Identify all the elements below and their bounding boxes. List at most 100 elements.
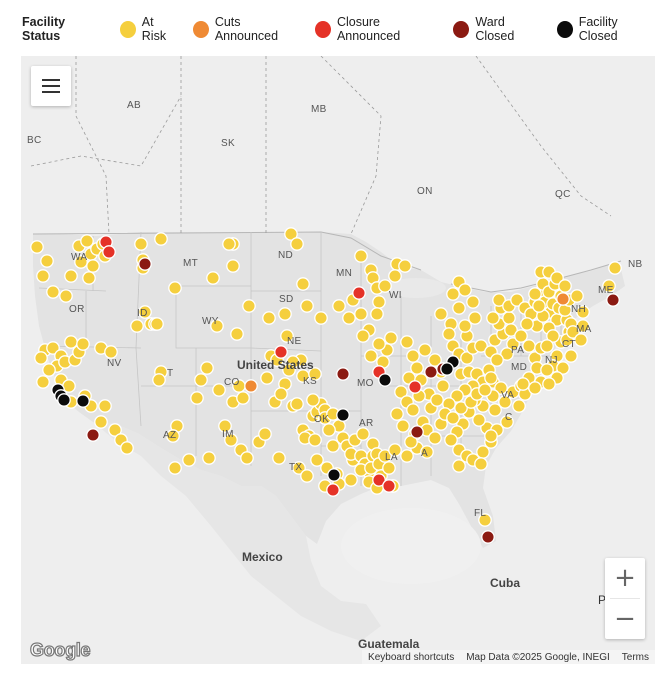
at-risk-marker[interactable] xyxy=(446,287,460,301)
at-risk-marker[interactable] xyxy=(59,289,73,303)
zoom-out-button[interactable]: − xyxy=(614,604,636,634)
at-risk-marker[interactable] xyxy=(64,269,78,283)
at-risk-marker[interactable] xyxy=(290,237,304,251)
at-risk-marker[interactable] xyxy=(444,433,458,447)
at-risk-marker[interactable] xyxy=(400,335,414,349)
at-risk-marker[interactable] xyxy=(226,259,240,273)
at-risk-marker[interactable] xyxy=(354,249,368,263)
closure-announced-marker[interactable] xyxy=(274,345,288,359)
facility-closed-marker[interactable] xyxy=(336,408,350,422)
closure-announced-marker[interactable] xyxy=(326,483,340,497)
facility-closed-marker[interactable] xyxy=(327,468,341,482)
at-risk-marker[interactable] xyxy=(80,234,94,248)
at-risk-marker[interactable] xyxy=(356,427,370,441)
ward-closed-marker[interactable] xyxy=(138,257,152,271)
at-risk-marker[interactable] xyxy=(326,439,340,453)
at-risk-marker[interactable] xyxy=(574,333,588,347)
at-risk-marker[interactable] xyxy=(260,371,274,385)
at-risk-marker[interactable] xyxy=(528,381,542,395)
at-risk-marker[interactable] xyxy=(278,307,292,321)
at-risk-marker[interactable] xyxy=(150,317,164,331)
at-risk-marker[interactable] xyxy=(396,419,410,433)
at-risk-marker[interactable] xyxy=(152,373,166,387)
at-risk-marker[interactable] xyxy=(400,449,414,463)
at-risk-marker[interactable] xyxy=(540,339,554,353)
at-risk-marker[interactable] xyxy=(458,319,472,333)
at-risk-marker[interactable] xyxy=(512,399,526,413)
at-risk-marker[interactable] xyxy=(168,281,182,295)
at-risk-marker[interactable] xyxy=(370,307,384,321)
at-risk-marker[interactable] xyxy=(406,403,420,417)
at-risk-marker[interactable] xyxy=(418,343,432,357)
at-risk-marker[interactable] xyxy=(168,461,182,475)
at-risk-marker[interactable] xyxy=(576,305,590,319)
at-risk-marker[interactable] xyxy=(384,331,398,345)
at-risk-marker[interactable] xyxy=(570,289,584,303)
at-risk-marker[interactable] xyxy=(420,445,434,459)
at-risk-marker[interactable] xyxy=(500,347,514,361)
closure-announced-marker[interactable] xyxy=(102,245,116,259)
at-risk-marker[interactable] xyxy=(82,271,96,285)
at-risk-marker[interactable] xyxy=(484,429,498,443)
at-risk-marker[interactable] xyxy=(300,299,314,313)
at-risk-marker[interactable] xyxy=(478,383,492,397)
at-risk-marker[interactable] xyxy=(450,389,464,403)
closure-announced-marker[interactable] xyxy=(382,479,396,493)
at-risk-marker[interactable] xyxy=(36,375,50,389)
at-risk-marker[interactable] xyxy=(104,345,118,359)
at-risk-marker[interactable] xyxy=(542,377,556,391)
at-risk-marker[interactable] xyxy=(354,307,368,321)
at-risk-marker[interactable] xyxy=(134,237,148,251)
ward-closed-marker[interactable] xyxy=(86,428,100,442)
at-risk-marker[interactable] xyxy=(390,407,404,421)
at-risk-marker[interactable] xyxy=(364,349,378,363)
at-risk-marker[interactable] xyxy=(528,287,542,301)
at-risk-marker[interactable] xyxy=(486,311,500,325)
at-risk-marker[interactable] xyxy=(388,443,402,457)
at-risk-marker[interactable] xyxy=(202,451,216,465)
at-risk-marker[interactable] xyxy=(46,285,60,299)
at-risk-marker[interactable] xyxy=(342,311,356,325)
at-risk-marker[interactable] xyxy=(154,232,168,246)
at-risk-marker[interactable] xyxy=(308,367,322,381)
at-risk-marker[interactable] xyxy=(532,299,546,313)
at-risk-marker[interactable] xyxy=(46,341,60,355)
ward-closed-marker[interactable] xyxy=(606,293,620,307)
at-risk-marker[interactable] xyxy=(428,431,442,445)
at-risk-marker[interactable] xyxy=(498,395,512,409)
at-risk-marker[interactable] xyxy=(86,259,100,273)
at-risk-marker[interactable] xyxy=(166,429,180,443)
closure-announced-marker[interactable] xyxy=(352,286,366,300)
at-risk-marker[interactable] xyxy=(474,457,488,471)
at-risk-marker[interactable] xyxy=(30,240,44,254)
at-risk-marker[interactable] xyxy=(98,399,112,413)
at-risk-marker[interactable] xyxy=(520,317,534,331)
at-risk-marker[interactable] xyxy=(546,329,560,343)
at-risk-marker[interactable] xyxy=(262,311,276,325)
at-risk-marker[interactable] xyxy=(272,451,286,465)
at-risk-marker[interactable] xyxy=(94,415,108,429)
at-risk-marker[interactable] xyxy=(280,329,294,343)
at-risk-marker[interactable] xyxy=(182,453,196,467)
at-risk-marker[interactable] xyxy=(504,323,518,337)
cuts-announced-marker[interactable] xyxy=(556,292,570,306)
keyboard-shortcuts-link[interactable]: Keyboard shortcuts xyxy=(368,651,455,663)
facility-closed-marker[interactable] xyxy=(76,394,90,408)
at-risk-marker[interactable] xyxy=(372,295,386,309)
facility-closed-marker[interactable] xyxy=(378,373,392,387)
at-risk-marker[interactable] xyxy=(222,237,236,251)
at-risk-marker[interactable] xyxy=(200,361,214,375)
at-risk-marker[interactable] xyxy=(472,413,486,427)
ward-closed-marker[interactable] xyxy=(481,530,495,544)
at-risk-marker[interactable] xyxy=(522,339,536,353)
at-risk-marker[interactable] xyxy=(378,449,392,463)
at-risk-marker[interactable] xyxy=(434,307,448,321)
at-risk-marker[interactable] xyxy=(506,337,520,351)
at-risk-marker[interactable] xyxy=(602,279,616,293)
at-risk-marker[interactable] xyxy=(410,361,424,375)
at-risk-marker[interactable] xyxy=(452,459,466,473)
at-risk-marker[interactable] xyxy=(478,513,492,527)
at-risk-marker[interactable] xyxy=(308,433,322,447)
at-risk-marker[interactable] xyxy=(502,311,516,325)
at-risk-marker[interactable] xyxy=(576,319,590,333)
